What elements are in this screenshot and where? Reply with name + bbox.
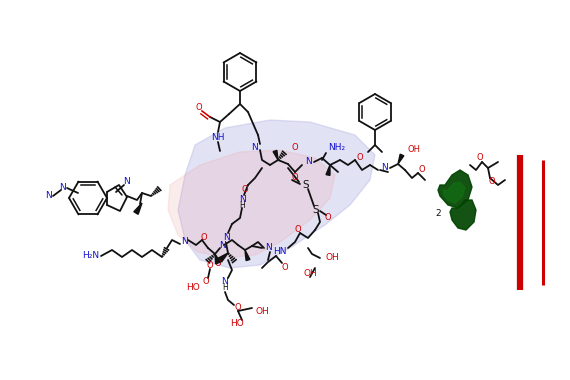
Polygon shape	[215, 254, 221, 264]
Text: N: N	[181, 238, 188, 247]
Polygon shape	[450, 200, 476, 230]
Polygon shape	[134, 203, 142, 214]
Text: HO: HO	[186, 282, 200, 291]
Text: HN: HN	[273, 247, 287, 256]
Polygon shape	[398, 154, 404, 164]
Text: N: N	[304, 157, 311, 166]
Text: O: O	[282, 263, 288, 271]
Text: N: N	[124, 177, 131, 187]
Text: N: N	[382, 163, 388, 173]
Text: OH: OH	[325, 253, 339, 263]
Text: O: O	[488, 177, 495, 187]
Text: OH: OH	[255, 307, 268, 315]
Text: O: O	[235, 304, 241, 312]
Text: H: H	[222, 283, 228, 293]
Text: N: N	[59, 184, 66, 193]
Text: O: O	[292, 174, 298, 182]
Text: NH₂: NH₂	[328, 144, 345, 152]
Polygon shape	[326, 165, 330, 176]
Text: S: S	[303, 180, 310, 190]
Text: O: O	[242, 185, 249, 195]
Text: O: O	[325, 212, 331, 222]
Text: OH: OH	[303, 269, 317, 279]
Text: O: O	[201, 233, 207, 242]
Text: O: O	[419, 166, 425, 174]
Polygon shape	[273, 150, 278, 160]
Polygon shape	[245, 250, 250, 261]
Polygon shape	[168, 150, 335, 258]
Text: N: N	[264, 244, 271, 252]
Text: N: N	[223, 233, 229, 242]
Text: N: N	[219, 241, 225, 250]
Text: N: N	[45, 192, 52, 201]
Text: O: O	[292, 144, 298, 152]
Text: O: O	[295, 225, 302, 234]
Text: O: O	[203, 277, 209, 287]
Text: NH: NH	[211, 133, 225, 141]
Polygon shape	[443, 182, 465, 203]
Text: OH: OH	[408, 146, 421, 155]
Text: HO: HO	[230, 320, 244, 328]
Text: S: S	[313, 205, 319, 215]
Polygon shape	[438, 170, 472, 208]
Text: O: O	[215, 260, 221, 269]
Text: N: N	[251, 144, 258, 152]
Text: 2: 2	[435, 209, 441, 217]
Polygon shape	[178, 120, 375, 268]
Text: O: O	[477, 154, 483, 163]
Text: O: O	[357, 152, 363, 161]
Text: O: O	[196, 103, 202, 112]
Text: H₂N: H₂N	[82, 250, 99, 260]
Polygon shape	[218, 253, 228, 262]
Text: N: N	[222, 277, 229, 287]
Text: H: H	[239, 201, 245, 211]
Text: O: O	[207, 261, 213, 271]
Text: N: N	[239, 195, 245, 204]
